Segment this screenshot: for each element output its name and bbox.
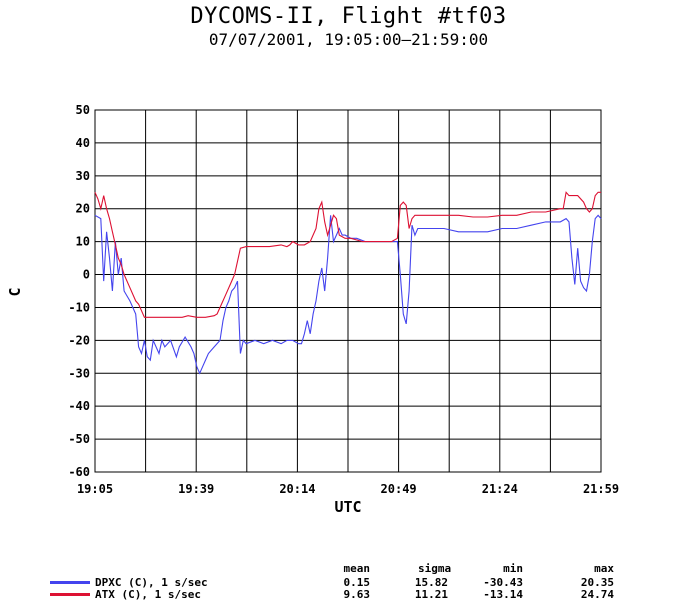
legend-label: DPXC (C), 1 s/sec (95, 576, 208, 589)
stats-mean-value: 0.15 (343, 576, 371, 589)
y-tick-label: -30 (68, 366, 90, 380)
x-tick-label: 21:59 (583, 482, 619, 496)
y-tick-label: -10 (68, 300, 90, 314)
stats-max-value: 24.74 (580, 588, 614, 601)
series-line-1 (94, 191, 601, 318)
stats-sigma-value: 15.82 (414, 576, 448, 589)
y-tick-label: 40 (76, 136, 90, 150)
stats-header-mean: mean (343, 562, 371, 575)
stats-header-max: max (594, 562, 614, 575)
y-tick-labels: -60 -50 -40 -30 -20 -10 0 10 20 30 40 50 (68, 103, 90, 479)
series-lines (94, 191, 602, 375)
stats-min-value: -13.14 (483, 588, 523, 601)
x-tick-label: 20:49 (381, 482, 417, 496)
y-tick-label: 30 (76, 169, 90, 183)
x-axis-label: UTC (334, 498, 361, 516)
legend-label: ATX (C), 1 s/sec (95, 588, 201, 601)
series-line-0 (94, 214, 602, 375)
stats-mean-value: 9.63 (343, 588, 371, 601)
chart-title: DYCOMS-II, Flight #tf03 (190, 4, 507, 29)
y-tick-label: 20 (76, 202, 90, 216)
y-tick-label: -50 (68, 432, 90, 446)
x-tick-label: 19:05 (77, 482, 113, 496)
stats-header-sigma: sigma (418, 562, 452, 575)
x-tick-label: 21:24 (482, 482, 518, 496)
legend-swatch (50, 581, 90, 584)
y-tick-label: 50 (76, 103, 90, 117)
grid (94, 109, 602, 473)
y-tick-label: 0 (83, 268, 90, 282)
chart-subtitle: 07/07/2001, 19:05:00–21:59:00 (208, 30, 489, 49)
y-tick-label: -40 (68, 399, 90, 413)
stats-sigma-value: 11.21 (414, 588, 448, 601)
stats-min-value: -30.43 (483, 576, 523, 589)
x-tick-label: 20:14 (279, 482, 315, 496)
stats-max-value: 20.35 (580, 576, 614, 589)
y-axis-label: C (6, 287, 24, 296)
x-tick-label: 19:39 (178, 482, 214, 496)
y-tick-label: 10 (76, 235, 90, 249)
legend-swatch (50, 593, 90, 596)
y-tick-label: -20 (68, 333, 90, 347)
stats-header-min: min (503, 562, 523, 575)
x-tick-labels: 19:05 19:39 20:14 20:49 21:24 21:59 (77, 482, 619, 496)
y-tick-label: -60 (68, 465, 90, 479)
